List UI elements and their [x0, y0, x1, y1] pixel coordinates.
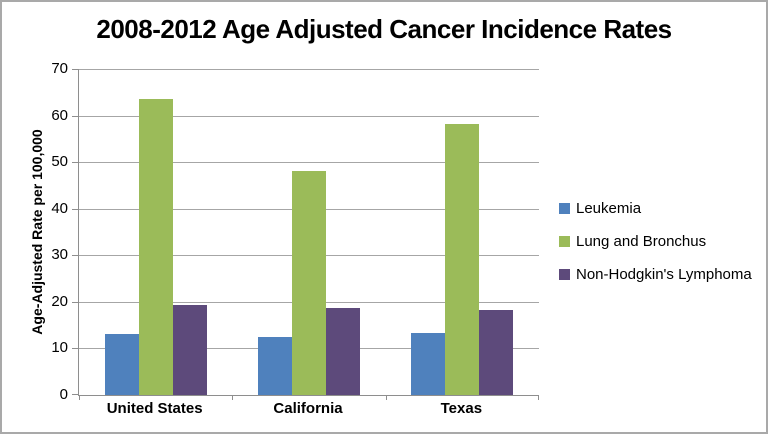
y-axis-tick-mark: [72, 348, 78, 350]
y-tick-label-60: 60: [51, 106, 68, 124]
y-tick-label-0: 0: [59, 386, 68, 403]
x-axis-tick-mark: [232, 396, 233, 400]
y-axis-tick-mark: [72, 301, 78, 303]
x-category-label-texas: Texas: [440, 400, 483, 417]
legend-label: Lung and Bronchus: [576, 233, 707, 250]
bar-texas-leukemia: [411, 333, 445, 395]
x-axis-tick-mark: [538, 396, 539, 400]
x-category-label-california: California: [273, 400, 343, 417]
gridline-y-70: [79, 69, 539, 70]
legend-swatch-icon: [559, 269, 570, 280]
bar-california-non-hodgkin-s-lymphoma: [326, 308, 360, 395]
x-axis-tick-mark: [386, 396, 387, 400]
y-tick-label-10: 10: [51, 339, 68, 357]
y-tick-label-50: 50: [51, 153, 68, 171]
legend-item-leukemia: Leukemia: [559, 201, 641, 216]
y-tick-label-40: 40: [51, 199, 68, 217]
y-axis-tick-mark: [72, 255, 78, 257]
legend-item-non-hodgkin-s-lymphoma: Non-Hodgkin's Lymphoma: [559, 267, 752, 282]
gridline-y-50: [79, 162, 539, 164]
y-axis-tick-mark: [72, 394, 78, 395]
legend-label: Leukemia: [576, 200, 642, 217]
x-axis-tick-mark: [79, 396, 80, 400]
bar-texas-non-hodgkin-s-lymphoma: [479, 310, 513, 395]
legend-label: Non-Hodgkin's Lymphoma: [576, 266, 752, 283]
x-axis-category-labels: United States California Texas: [78, 400, 538, 420]
bar-california-leukemia: [258, 337, 292, 395]
bar-united-states-leukemia: [105, 334, 139, 395]
gridline-y-60: [79, 115, 539, 117]
chart-title: 2008-2012 Age Adjusted Cancer Incidence …: [96, 14, 672, 44]
bar-california-lung-and-bronchus: [292, 171, 326, 395]
x-category-label-united-states: United States: [106, 400, 203, 417]
legend-swatch-icon: [559, 236, 570, 247]
y-tick-label-20: 20: [51, 292, 68, 310]
bar-united-states-non-hodgkin-s-lymphoma: [173, 305, 207, 395]
plot-area: [72, 69, 539, 400]
bar-texas-lung-and-bronchus: [445, 124, 479, 395]
y-axis-tick-mark: [72, 69, 78, 70]
y-axis-tick-mark: [72, 115, 78, 117]
legend-item-lung-and-bronchus: Lung and Bronchus: [559, 234, 706, 249]
y-tick-label-70: 70: [51, 60, 68, 77]
y-axis-tick-labels: 0 10 20 30 40 50 60 70: [2, 60, 68, 403]
y-axis-tick-mark: [72, 208, 78, 210]
legend-swatch-icon: [559, 203, 570, 214]
y-tick-label-30: 30: [51, 246, 68, 264]
y-axis-tick-mark: [72, 162, 78, 164]
bar-united-states-lung-and-bronchus: [139, 99, 173, 395]
